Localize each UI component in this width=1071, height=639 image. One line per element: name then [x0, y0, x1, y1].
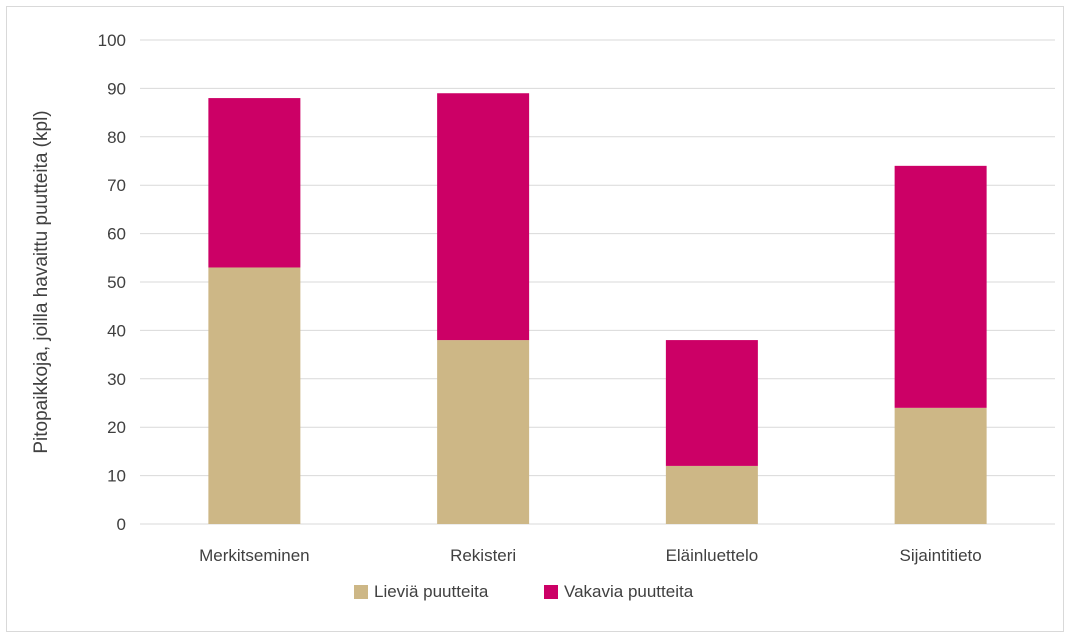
y-tick-label: 20 [107, 418, 126, 437]
bar-lievia-1 [437, 340, 530, 524]
bar-vakavia-1 [437, 93, 530, 341]
y-tick-label: 80 [107, 128, 126, 147]
y-tick-label: 50 [107, 273, 126, 292]
y-tick-label: 10 [107, 467, 126, 486]
legend-label: Lieviä puutteita [374, 582, 489, 601]
y-tick-label: 60 [107, 225, 126, 244]
legend: Lieviä puutteita Vakavia puutteita [354, 582, 694, 601]
y-tick-label: 90 [107, 79, 126, 98]
y-axis-title: Pitopaikkoja, joilla havaittu puutteita … [31, 110, 52, 453]
y-tick-label: 0 [117, 515, 126, 534]
legend-swatch [354, 585, 368, 599]
y-tick-label: 70 [107, 176, 126, 195]
y-tick-label: 30 [107, 370, 126, 389]
bar-vakavia-0 [208, 98, 301, 268]
y-tick-label: 100 [98, 31, 126, 50]
bars [208, 93, 987, 524]
bar-vakavia-2 [665, 340, 758, 466]
bar-lievia-2 [665, 465, 758, 524]
x-category-labels: Merkitseminen Rekisteri Eläinluettelo Sijai… [199, 546, 982, 565]
legend-label: Vakavia puutteita [564, 582, 694, 601]
bar-lievia-3 [894, 407, 987, 524]
legend-swatch [544, 585, 558, 599]
x-category-label: Sijaintitieto [900, 546, 982, 565]
bar-lievia-0 [208, 267, 301, 524]
x-category-label: Rekisteri [450, 546, 516, 565]
bar-vakavia-3 [894, 165, 987, 408]
chart-container: 0 10 20 30 40 50 60 70 80 90 100 Merkitseminen Reki… [6, 6, 1064, 632]
y-tick-label: 40 [107, 321, 126, 340]
x-category-label: Merkitseminen [199, 546, 310, 565]
stacked-bar-chart: 0 10 20 30 40 50 60 70 80 90 100 Merkitseminen Reki… [31, 31, 1055, 601]
y-tick-labels: 0 10 20 30 40 50 60 70 80 90 100 [98, 31, 126, 534]
x-category-label: Eläinluettelo [666, 546, 759, 565]
